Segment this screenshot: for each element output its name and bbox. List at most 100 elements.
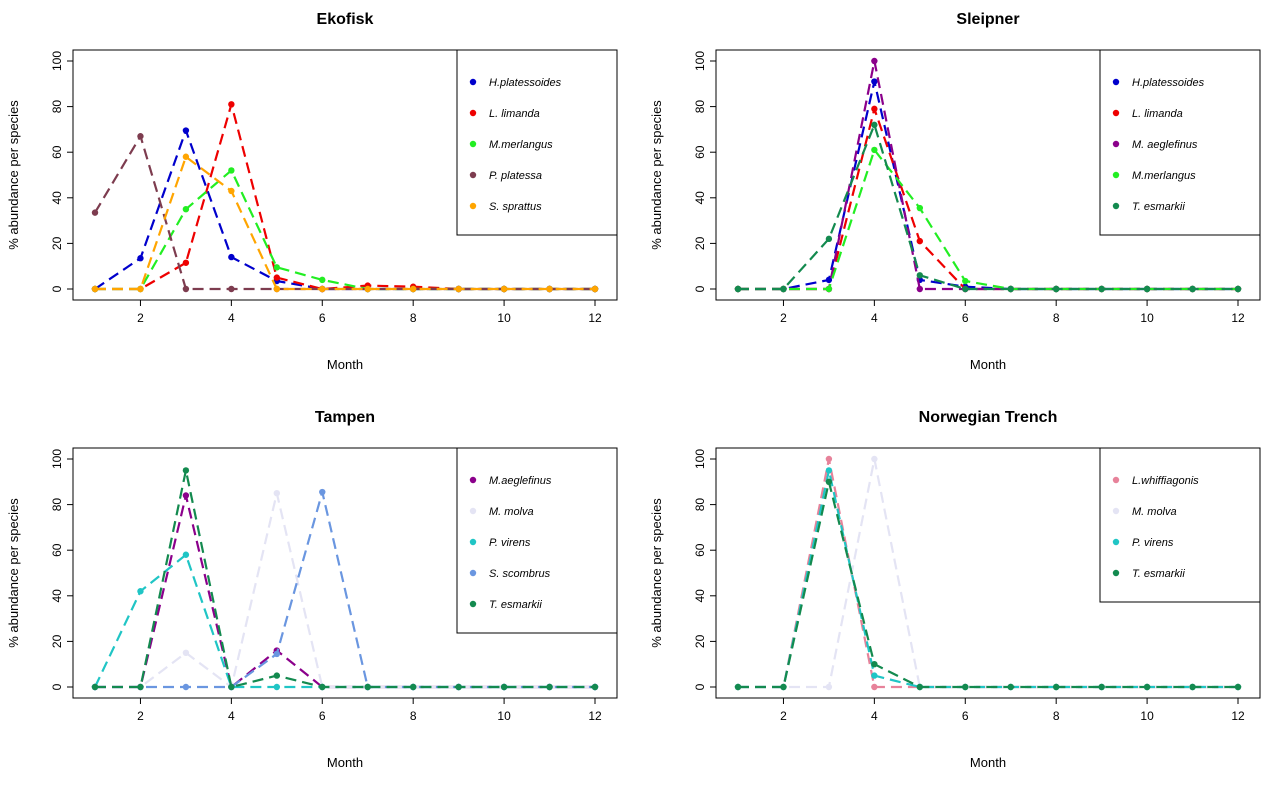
data-point-m-merlangus xyxy=(962,277,969,285)
data-point-l-limanda xyxy=(273,274,281,281)
y-tick-label: 60 xyxy=(50,145,64,159)
data-point-t-esmarkii xyxy=(273,672,281,679)
chart-panel-tampen: Tampen 2 4 6 8 10 12 0 20 40 60 80 100 Month % abundan… xyxy=(0,398,642,795)
data-point-t-esmarkii xyxy=(546,683,553,691)
data-point-p-platessa xyxy=(228,285,235,293)
chart-panel-norwegian-trench: Norwegian Trench 2 4 6 8 10 12 0 20 40 60 80 100 Mont… xyxy=(643,398,1285,795)
y-tick-label: 40 xyxy=(693,589,707,603)
x-tick-label: 10 xyxy=(497,709,511,723)
x-tick-label: 12 xyxy=(1231,311,1245,325)
legend-marker-m-molva xyxy=(469,507,477,515)
series-line-t-esmarkii xyxy=(738,123,1238,291)
legend-marker-p-platessa xyxy=(469,171,477,179)
data-point-t-esmarkii xyxy=(780,683,787,691)
series-line-m-merlangus xyxy=(95,169,595,291)
series-line-p-virens xyxy=(738,469,1238,689)
x-tick-label: 2 xyxy=(137,311,144,325)
legend-marker-t-esmarkii xyxy=(1112,569,1120,577)
x-tick-label: 10 xyxy=(1140,709,1154,723)
data-point-t-esmarkii xyxy=(871,661,878,668)
data-point-l-limanda xyxy=(182,259,190,266)
data-point-t-esmarkii xyxy=(1143,683,1151,691)
y-tick-label: 60 xyxy=(693,145,707,159)
data-point-m-merlangus xyxy=(182,206,190,213)
data-point-s-sprattus xyxy=(319,285,326,293)
y-tick-label: 80 xyxy=(693,100,707,114)
data-point-t-esmarkii xyxy=(409,683,417,691)
data-point-m-merlangus xyxy=(871,146,878,154)
data-point-s-scombrus xyxy=(182,683,190,691)
data-point-t-esmarkii xyxy=(825,478,833,485)
chart-svg: Tampen 2 4 6 8 10 12 0 20 40 60 80 100 Month % abundan… xyxy=(6,409,618,770)
y-tick-label: 60 xyxy=(50,543,64,557)
legend-marker-t-esmarkii xyxy=(469,600,477,608)
y-tick-label: 0 xyxy=(50,285,64,292)
x-axis-label: Month xyxy=(327,357,363,372)
data-point-t-esmarkii xyxy=(916,272,924,279)
x-tick-label: 2 xyxy=(137,709,144,723)
data-point-m-aeglefinus xyxy=(871,57,878,65)
data-point-t-esmarkii xyxy=(871,121,878,129)
legend-label-m-molva: M. molva xyxy=(489,506,534,518)
data-point-p-virens xyxy=(182,551,190,558)
legend-label-t-esmarkii: T. esmarkii xyxy=(1132,201,1185,213)
legend-label-s-sprattus: S. sprattus xyxy=(489,201,542,213)
data-point-t-esmarkii xyxy=(1052,683,1060,691)
data-point-t-esmarkii xyxy=(591,683,599,691)
data-point-h-platessoides xyxy=(182,127,190,134)
data-point-m-molva xyxy=(182,649,190,656)
data-point-h-platessoides xyxy=(825,276,833,284)
data-point-t-esmarkii xyxy=(780,285,787,293)
data-point-m-merlangus xyxy=(273,264,281,271)
data-point-t-esmarkii xyxy=(1007,285,1014,293)
x-tick-label: 8 xyxy=(410,709,417,723)
data-point-t-esmarkii xyxy=(1098,285,1105,293)
x-tick-label: 4 xyxy=(228,311,235,325)
data-point-t-esmarkii xyxy=(962,285,969,293)
legend-label-m-aeglefinus: M.aeglefinus xyxy=(489,475,552,487)
y-tick-label: 20 xyxy=(50,236,64,250)
data-point-s-sprattus xyxy=(546,285,553,293)
chart-svg: Norwegian Trench 2 4 6 8 10 12 0 20 40 60 80 100 Mont… xyxy=(649,409,1261,770)
data-point-s-scombrus xyxy=(319,488,326,496)
legend-marker-l-limanda xyxy=(469,109,477,117)
x-tick-label: 12 xyxy=(588,709,602,723)
x-tick-label: 8 xyxy=(410,311,417,325)
series-line-s-sprattus xyxy=(95,155,595,291)
x-tick-label: 6 xyxy=(319,311,326,325)
data-point-h-platessoides xyxy=(228,253,235,261)
data-point-t-esmarkii xyxy=(734,683,742,691)
legend-label-l-whiffiagonis: L.whiffiagonis xyxy=(1132,475,1199,487)
chart-title: Ekofisk xyxy=(317,11,374,28)
data-point-p-virens xyxy=(137,588,144,595)
data-point-s-sprattus xyxy=(364,285,371,293)
legend-marker-m-molva xyxy=(1112,507,1120,515)
data-point-m-merlangus xyxy=(228,167,235,174)
y-tick-label: 100 xyxy=(50,449,64,469)
data-point-s-sprattus xyxy=(500,285,508,293)
y-tick-label: 20 xyxy=(50,634,64,648)
series-line-p-platessa xyxy=(94,135,595,291)
legend-marker-h-platessoides xyxy=(469,78,477,86)
data-point-p-platessa xyxy=(182,285,190,293)
data-point-t-esmarkii xyxy=(916,683,924,691)
data-point-s-sprattus xyxy=(91,285,99,293)
legend-marker-m-aeglefinus xyxy=(469,476,477,484)
legend-label-m-merlangus: M.merlangus xyxy=(489,139,553,151)
chart-title: Sleipner xyxy=(956,11,1019,28)
data-point-s-sprattus xyxy=(591,285,599,293)
legend-box xyxy=(1099,447,1261,603)
y-tick-label: 80 xyxy=(693,498,707,512)
series-line-t-esmarkii xyxy=(95,469,595,689)
legend-marker-m-merlangus xyxy=(1112,171,1120,179)
legend-label-l-limanda: L. limanda xyxy=(1132,108,1183,120)
data-point-s-sprattus xyxy=(228,187,235,195)
data-point-t-esmarkii xyxy=(91,683,99,691)
data-point-m-molva xyxy=(825,683,833,691)
legend-marker-l-limanda xyxy=(1112,109,1120,117)
x-tick-label: 6 xyxy=(319,709,326,723)
data-point-t-esmarkii xyxy=(1234,285,1242,293)
data-point-t-esmarkii xyxy=(1098,683,1105,691)
data-point-t-esmarkii xyxy=(1052,285,1060,293)
data-point-p-platessa xyxy=(91,209,99,216)
